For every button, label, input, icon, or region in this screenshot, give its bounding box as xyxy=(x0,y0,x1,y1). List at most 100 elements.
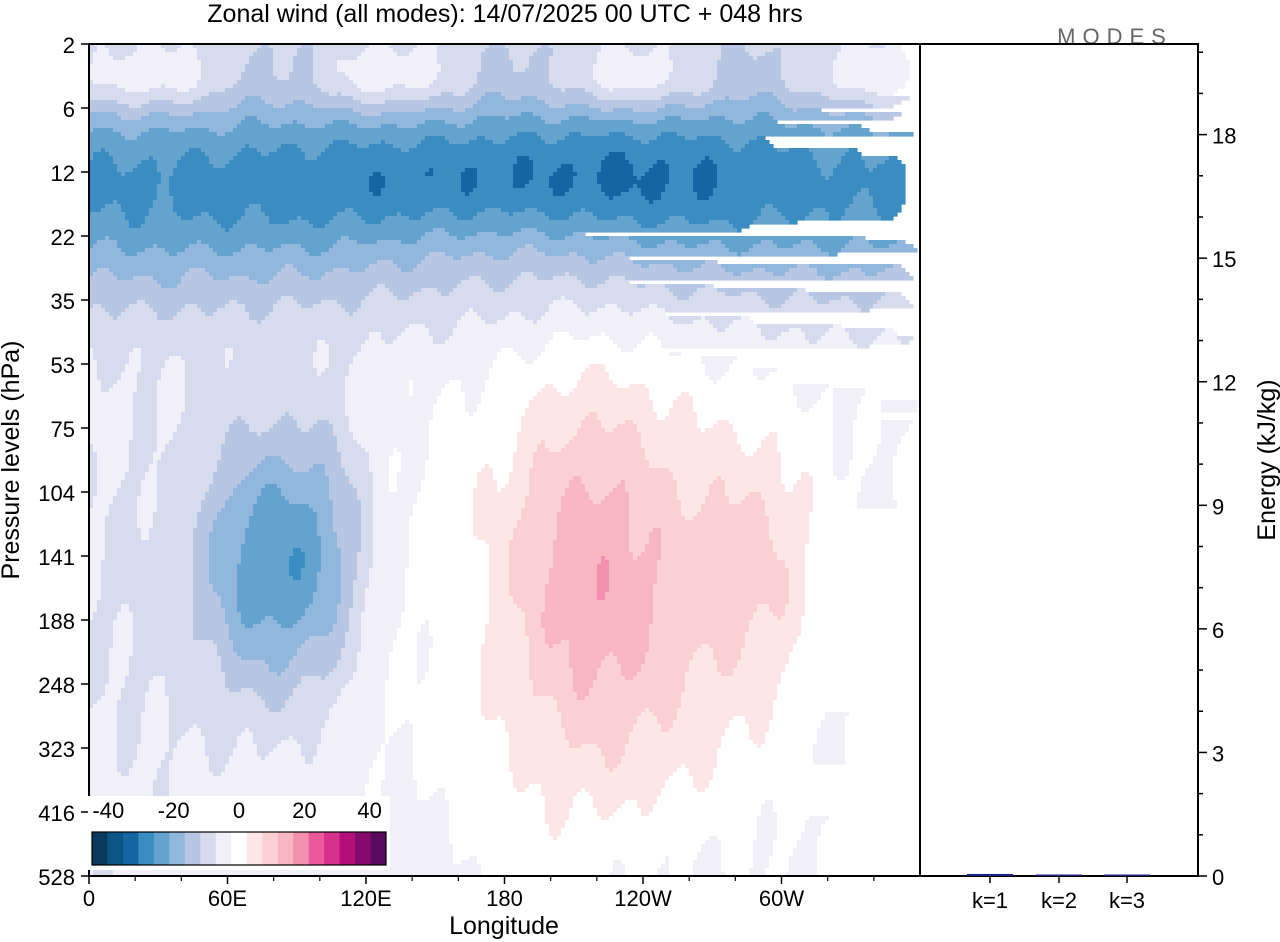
contour-cell xyxy=(89,388,102,393)
contour-cell xyxy=(89,508,110,513)
contour-cell xyxy=(549,832,562,837)
contour-cell xyxy=(349,680,386,685)
contour-cell xyxy=(97,268,110,273)
contour-cell xyxy=(437,48,486,53)
contour-cell xyxy=(545,812,570,817)
contour-cell xyxy=(177,160,210,165)
contour-cell xyxy=(693,864,722,869)
contour-cell xyxy=(793,244,818,249)
contour-cell xyxy=(313,304,342,309)
contour-cell xyxy=(541,440,546,445)
contour-cell xyxy=(885,44,902,49)
contour-cell xyxy=(789,660,838,665)
contour-cell xyxy=(873,244,890,249)
contour-cell xyxy=(233,748,258,753)
contour-cell xyxy=(329,360,354,365)
contour-cell xyxy=(469,192,554,197)
contour-cell xyxy=(345,644,362,649)
contour-cell xyxy=(541,624,650,629)
contour-cell xyxy=(629,384,646,389)
contour-cell xyxy=(661,792,810,797)
contour-cell xyxy=(513,532,558,537)
contour-cell xyxy=(849,148,858,153)
contour-cell xyxy=(897,452,914,457)
contour-cell xyxy=(89,868,94,873)
contour-cell xyxy=(637,240,666,245)
contour-cell xyxy=(169,356,182,361)
contour-cell xyxy=(213,640,234,645)
contour-cell xyxy=(477,476,494,481)
contour-cell xyxy=(429,652,482,657)
contour-cell xyxy=(529,652,570,657)
y-tick-label: 188 xyxy=(38,609,75,634)
contour-cell xyxy=(221,600,238,605)
contour-cell xyxy=(817,868,838,873)
contour-cell xyxy=(305,612,338,617)
contour-cell xyxy=(601,664,622,669)
contour-cell xyxy=(245,68,274,73)
contour-cell xyxy=(805,548,854,553)
contour-cell xyxy=(489,44,506,49)
contour-cell xyxy=(513,772,674,777)
contour-cell xyxy=(133,276,154,281)
contour-cell xyxy=(769,536,810,541)
contour-cell xyxy=(225,608,238,613)
contour-cell xyxy=(853,420,882,425)
contour-cell xyxy=(613,864,626,869)
contour-cell xyxy=(397,632,418,637)
contour-cell xyxy=(125,212,150,217)
contour-cell xyxy=(453,848,702,853)
contour-cell xyxy=(485,632,526,637)
contour-cell xyxy=(561,448,646,453)
contour-cell xyxy=(625,752,718,757)
contour-cell xyxy=(489,596,514,601)
contour-cell xyxy=(581,308,598,313)
contour-cell xyxy=(777,148,790,153)
contour-cell xyxy=(773,848,794,853)
contour-cell xyxy=(821,828,838,833)
contour-cell xyxy=(313,72,346,77)
contour-cell xyxy=(405,720,410,725)
contour-cell xyxy=(289,76,314,81)
contour-cell xyxy=(829,252,838,257)
contour-cell xyxy=(373,172,382,177)
contour-cell xyxy=(757,92,774,97)
contour-cell xyxy=(513,172,534,177)
contour-cell xyxy=(641,436,738,441)
contour-cell xyxy=(465,396,482,401)
contour-cell xyxy=(157,184,170,189)
contour-cell xyxy=(385,756,414,761)
contour-cell xyxy=(109,152,186,157)
contour-cell xyxy=(281,740,298,745)
contour-cell xyxy=(481,648,530,653)
contour-cell xyxy=(609,88,614,93)
contour-cell xyxy=(553,84,602,89)
contour-cell xyxy=(385,764,414,769)
contour-cell xyxy=(853,440,882,445)
contour-cell xyxy=(641,188,666,193)
contour-cell xyxy=(317,340,326,345)
contour-cell xyxy=(221,456,266,461)
contour-cell xyxy=(693,656,714,661)
contour-cell xyxy=(321,276,470,281)
contour-cell xyxy=(725,268,754,273)
contour-cell xyxy=(477,72,550,77)
contour-cell xyxy=(109,680,126,685)
contour-cell xyxy=(861,308,870,313)
contour-cell xyxy=(401,616,490,621)
contour-cell xyxy=(837,56,906,61)
contour-cell xyxy=(265,100,294,105)
contour-cell xyxy=(457,124,466,129)
contour-cell xyxy=(229,160,518,165)
contour-cell xyxy=(637,184,666,189)
contour-cell xyxy=(669,180,694,185)
contour-cell xyxy=(473,504,526,509)
contour-cell xyxy=(465,408,478,413)
contour-cell xyxy=(437,396,466,401)
contour-cell xyxy=(433,168,466,173)
contour-cell xyxy=(417,44,438,49)
contour-cell xyxy=(613,768,678,773)
contour-cell xyxy=(393,144,418,149)
contour-cell xyxy=(325,224,642,229)
contour-cell xyxy=(301,676,322,681)
